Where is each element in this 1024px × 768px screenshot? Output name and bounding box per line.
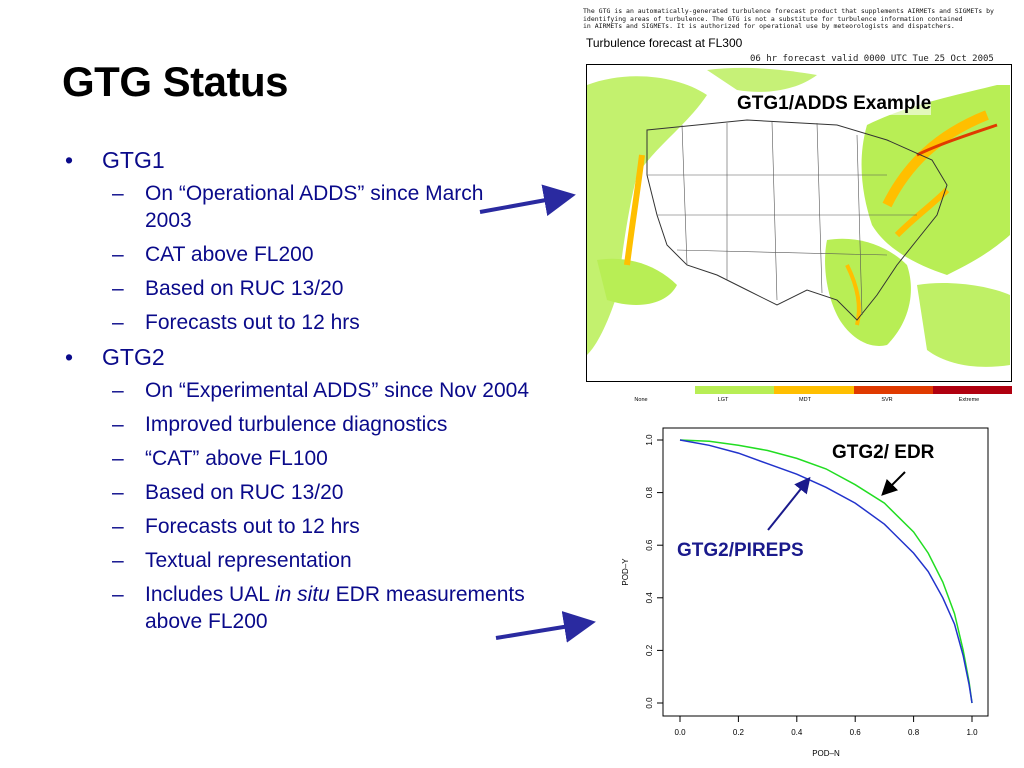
caption-line: identifying areas of turbulence. The GTG… bbox=[583, 14, 963, 23]
bullet-dot-icon: • bbox=[65, 344, 74, 370]
scale-swatch bbox=[616, 386, 696, 394]
text-before: Includes UAL bbox=[145, 583, 275, 606]
us-map-image bbox=[587, 67, 1010, 367]
sub-bullet: – On “Experimental ADDS” since Nov 2004 bbox=[62, 377, 532, 404]
y-tick-label: 1.0 bbox=[645, 434, 654, 446]
bullet-dot-icon: • bbox=[65, 147, 74, 173]
arrow-to-map bbox=[479, 184, 576, 217]
x-tick-label: 0.4 bbox=[791, 728, 803, 737]
sub-bullet-text: Forecasts out to 12 hrs bbox=[145, 311, 360, 334]
x-tick-label: 0.0 bbox=[674, 728, 686, 737]
sub-bullet-text: Based on RUC 13/20 bbox=[145, 481, 344, 504]
dash-icon: – bbox=[112, 277, 124, 300]
x-axis-label: POD–N bbox=[812, 749, 840, 758]
dash-icon: – bbox=[112, 447, 124, 470]
sub-bullet: – On “Operational ADDS” since March 2003 bbox=[62, 180, 532, 234]
scale-swatch bbox=[853, 386, 933, 394]
dash-icon: – bbox=[112, 481, 124, 504]
sub-bullet: – Improved turbulence diagnostics bbox=[62, 411, 532, 438]
dash-icon: – bbox=[112, 413, 124, 436]
scale-swatch bbox=[695, 386, 775, 394]
y-axis-label: POD–Y bbox=[621, 558, 630, 586]
scale-swatch bbox=[932, 386, 1013, 394]
sub-bullet: – Forecasts out to 12 hrs bbox=[62, 309, 532, 336]
scale-swatch bbox=[774, 386, 854, 394]
bullet-list: • GTG1 – On “Operational ADDS” since Marc… bbox=[62, 140, 532, 642]
arrow-edr bbox=[881, 471, 906, 496]
bullet-gtg1: • GTG1 bbox=[62, 146, 532, 174]
scale-labels: None LGT MDT SVR Extreme bbox=[600, 397, 1010, 403]
sub-bullet: – Forecasts out to 12 hrs bbox=[62, 513, 532, 540]
map-caption: The GTG is an automatically-generated tu… bbox=[583, 7, 1023, 31]
y-tick-label: 0.2 bbox=[645, 644, 654, 656]
sub-bullet-text: CAT above FL200 bbox=[145, 243, 314, 266]
series-label-pireps: GTG2/PIREPS bbox=[677, 540, 804, 561]
sub-bullet-text: Includes UAL in situ EDR measurements ab… bbox=[145, 581, 532, 635]
scale-label: SVR bbox=[881, 397, 893, 403]
dash-icon: – bbox=[112, 243, 124, 266]
caption-line: The GTG is an automatically-generated tu… bbox=[583, 7, 994, 15]
caption-line: in AIRMETs and SIGMETs. It is authorized… bbox=[583, 22, 955, 30]
sub-bullet: – Based on RUC 13/20 bbox=[62, 275, 532, 302]
turbulence-scale bbox=[616, 386, 1013, 394]
text-italic: in situ bbox=[274, 583, 330, 606]
sub-bullet: – Textual representation bbox=[62, 547, 532, 574]
series-line-1 bbox=[679, 439, 973, 704]
text-after: EDR measurements above FL200 bbox=[145, 583, 525, 633]
scale-label: LGT bbox=[717, 397, 729, 403]
dash-icon: – bbox=[112, 379, 124, 402]
series-line-0 bbox=[679, 439, 973, 704]
y-tick-label: 0.8 bbox=[645, 486, 654, 498]
sub-bullet: – Based on RUC 13/20 bbox=[62, 479, 532, 506]
sub-bullet-text: Forecasts out to 12 hrs bbox=[145, 515, 360, 538]
bullet-gtg2: • GTG2 bbox=[62, 343, 532, 371]
slide-title: GTG Status bbox=[62, 58, 289, 105]
series-label-edr: GTG2/ EDR bbox=[832, 442, 935, 463]
map-subheading: 06 hr forecast valid 0000 UTC Tue 25 Oct… bbox=[750, 54, 994, 64]
y-tick-label: 0.6 bbox=[645, 539, 654, 551]
scale-label: Extreme bbox=[958, 397, 980, 403]
dash-icon: – bbox=[112, 311, 124, 334]
arrow-pireps bbox=[767, 476, 811, 531]
dash-icon: – bbox=[112, 583, 124, 606]
sub-bullet-text: Based on RUC 13/20 bbox=[145, 277, 344, 300]
dash-icon: – bbox=[112, 515, 124, 538]
sub-bullet-text: On “Operational ADDS” since March 2003 bbox=[145, 182, 484, 232]
map-heading: Turbulence forecast at FL300 bbox=[586, 36, 743, 50]
sub-bullet-text: Improved turbulence diagnostics bbox=[145, 413, 448, 436]
arrow-to-chart bbox=[495, 611, 596, 643]
sub-bullet-text: On “Experimental ADDS” since Nov 2004 bbox=[145, 379, 529, 402]
scale-label: MDT bbox=[799, 397, 811, 403]
sub-bullet: – “CAT” above FL100 bbox=[62, 445, 532, 472]
sub-bullet: – CAT above FL200 bbox=[62, 241, 532, 268]
sub-bullet: – Includes UAL in situ EDR measurements a… bbox=[62, 581, 532, 635]
dash-icon: – bbox=[112, 182, 124, 205]
sub-bullet-text: Textual representation bbox=[145, 549, 352, 572]
x-tick-label: 0.2 bbox=[733, 728, 745, 737]
x-tick-label: 0.8 bbox=[908, 728, 920, 737]
dash-icon: – bbox=[112, 549, 124, 572]
bullet-label: GTG1 bbox=[102, 147, 165, 173]
bullet-label: GTG2 bbox=[102, 344, 165, 370]
sub-bullet-text: “CAT” above FL100 bbox=[145, 447, 328, 470]
turbulence-map bbox=[586, 64, 1012, 382]
x-tick-label: 1.0 bbox=[966, 728, 978, 737]
y-tick-label: 0.4 bbox=[645, 592, 654, 604]
scale-label: None bbox=[634, 397, 648, 403]
x-tick-label: 0.6 bbox=[850, 728, 862, 737]
map-example-label: GTG1/ADDS Example bbox=[737, 93, 932, 115]
y-tick-label: 0.0 bbox=[645, 697, 654, 709]
plot-frame bbox=[662, 427, 989, 717]
